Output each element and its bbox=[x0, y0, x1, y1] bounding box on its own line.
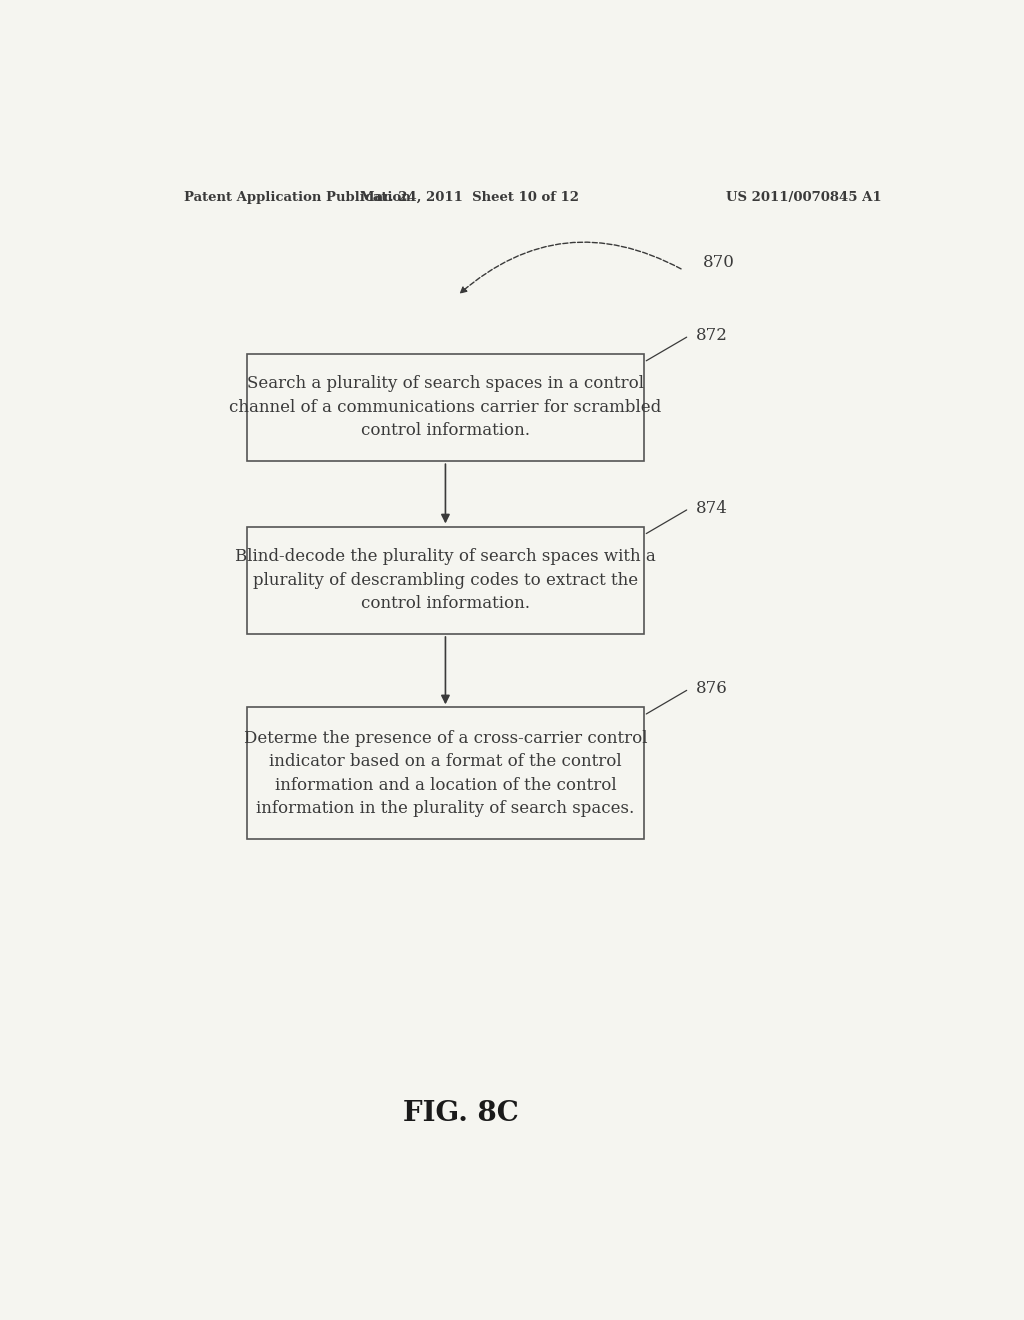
Text: Mar. 24, 2011  Sheet 10 of 12: Mar. 24, 2011 Sheet 10 of 12 bbox=[359, 190, 579, 203]
Bar bbox=[247, 354, 644, 461]
Text: 870: 870 bbox=[703, 253, 735, 271]
Text: 874: 874 bbox=[695, 500, 727, 517]
Bar bbox=[247, 708, 644, 840]
Text: Search a plurality of search spaces in a control
channel of a communications car: Search a plurality of search spaces in a… bbox=[229, 375, 662, 440]
Bar bbox=[247, 527, 644, 634]
Text: 876: 876 bbox=[695, 681, 727, 697]
Text: Blind-decode the plurality of search spaces with a
plurality of descrambling cod: Blind-decode the plurality of search spa… bbox=[236, 548, 655, 612]
Text: FIG. 8C: FIG. 8C bbox=[403, 1101, 519, 1127]
Text: Determe the presence of a cross-carrier control
indicator based on a format of t: Determe the presence of a cross-carrier … bbox=[244, 730, 647, 817]
Text: 872: 872 bbox=[695, 327, 727, 345]
Text: Patent Application Publication: Patent Application Publication bbox=[183, 190, 411, 203]
Text: US 2011/0070845 A1: US 2011/0070845 A1 bbox=[726, 190, 882, 203]
